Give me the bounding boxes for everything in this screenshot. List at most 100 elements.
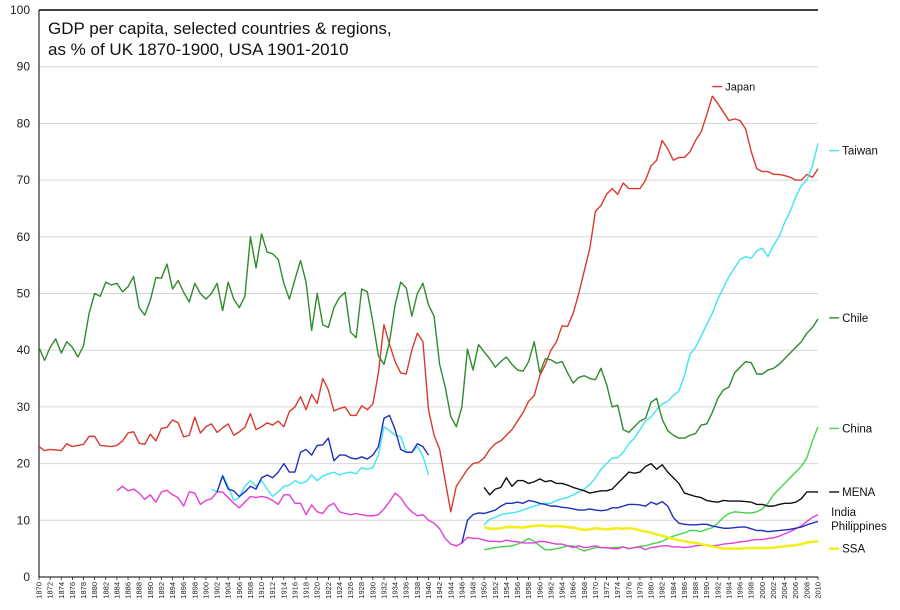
chile-line — [38, 233, 819, 439]
taiwan-label: Taiwan — [842, 146, 878, 158]
taiwan-line-segment-1 — [211, 426, 430, 502]
x-tick-label-1948: 1948 — [469, 582, 478, 599]
x-tick-label-1872: 1872 — [46, 582, 55, 599]
taiwan-line-segment-2 — [483, 143, 819, 526]
x-tick-label-2004: 2004 — [780, 582, 789, 599]
x-tick-label-1890: 1890 — [146, 582, 155, 599]
x-tick-label-2002: 2002 — [769, 582, 778, 599]
mena-label: MENA — [842, 487, 876, 499]
x-tick-label-1940: 1940 — [424, 582, 433, 599]
x-tick-label-1870: 1870 — [35, 582, 44, 599]
india-line — [116, 485, 819, 551]
x-tick-label-1958: 1958 — [524, 582, 533, 599]
x-tick-label-1960: 1960 — [535, 582, 544, 599]
x-tick-label-1926: 1926 — [346, 582, 355, 599]
x-tick-label-1892: 1892 — [157, 582, 166, 599]
mena-line — [483, 462, 818, 507]
x-tick-label-1944: 1944 — [446, 582, 455, 599]
ssa-label: SSA — [842, 544, 865, 556]
x-tick-label-1932: 1932 — [379, 582, 388, 599]
x-tick-label-1904: 1904 — [224, 582, 233, 599]
x-tick-label-1900: 1900 — [201, 582, 210, 599]
china-line — [484, 426, 819, 552]
x-tick-label-1894: 1894 — [168, 582, 177, 599]
x-tick-label-1888: 1888 — [135, 582, 144, 599]
x-tick-label-1934: 1934 — [391, 582, 400, 599]
x-tick-label-1906: 1906 — [235, 582, 244, 599]
ssa-line — [483, 524, 819, 550]
x-tick-label-1990: 1990 — [702, 582, 711, 599]
x-tick-label-1936: 1936 — [402, 582, 411, 599]
x-tick-label-1922: 1922 — [324, 582, 333, 599]
chile-label: Chile — [842, 313, 868, 325]
x-tick-label-2010: 2010 — [814, 582, 823, 599]
x-tick-label-1924: 1924 — [335, 582, 344, 599]
x-tick-label-1876: 1876 — [68, 582, 77, 599]
x-tick-label-1954: 1954 — [502, 582, 511, 599]
x-tick-label-1896: 1896 — [179, 582, 188, 599]
y-tick-label-70: 70 — [17, 173, 31, 187]
x-tick-label-1946: 1946 — [457, 582, 466, 599]
x-tick-label-1980: 1980 — [647, 582, 656, 599]
x-tick-label-1956: 1956 — [513, 582, 522, 599]
x-tick-label-1978: 1978 — [635, 582, 644, 599]
x-tick-label-2008: 2008 — [802, 582, 811, 599]
x-tick-label-2000: 2000 — [758, 582, 767, 599]
y-tick-label-50: 50 — [17, 287, 31, 301]
x-tick-label-1974: 1974 — [613, 582, 622, 599]
y-tick-label-100: 100 — [10, 3, 30, 17]
gridlines — [39, 9, 818, 578]
x-tick-label-1930: 1930 — [368, 582, 377, 599]
japan-label: Japan — [725, 82, 755, 94]
y-tick-label-10: 10 — [17, 513, 31, 527]
x-tick-label-1918: 1918 — [302, 582, 311, 599]
philippines-line-segment-1 — [216, 414, 430, 498]
philippines-label: Philippines — [831, 521, 887, 533]
x-tick-label-1910: 1910 — [257, 582, 266, 599]
x-tick-label-1998: 1998 — [747, 582, 756, 599]
philippines-line-segment-2 — [461, 499, 819, 544]
x-tick-label-1994: 1994 — [724, 582, 733, 599]
india-label: India — [831, 507, 857, 519]
x-tick-label-1962: 1962 — [546, 582, 555, 599]
x-tick-label-1988: 1988 — [691, 582, 700, 599]
x-tick-label-2006: 2006 — [791, 582, 800, 599]
x-tick-label-1912: 1912 — [268, 582, 277, 599]
chart-title-line-1: GDP per capita, selected countries & reg… — [48, 19, 392, 38]
y-tick-label-30: 30 — [17, 400, 31, 414]
x-tick-label-1884: 1884 — [112, 582, 121, 599]
x-tick-label-1964: 1964 — [558, 582, 567, 599]
japan-line — [38, 95, 819, 513]
x-tick-label-1986: 1986 — [680, 582, 689, 599]
x-tick-label-1920: 1920 — [313, 582, 322, 599]
x-tick-label-1996: 1996 — [736, 582, 745, 599]
x-tick-label-1880: 1880 — [90, 582, 99, 599]
x-tick-label-1984: 1984 — [669, 582, 678, 599]
y-tick-label-0: 0 — [23, 570, 30, 584]
x-tick-label-1914: 1914 — [279, 582, 288, 599]
y-tick-label-60: 60 — [17, 230, 31, 244]
china-label: China — [842, 423, 873, 435]
x-tick-label-1898: 1898 — [190, 582, 199, 599]
x-tick-label-1882: 1882 — [101, 582, 110, 599]
y-tick-label-40: 40 — [17, 343, 31, 357]
y-tick-label-90: 90 — [17, 60, 31, 74]
x-tick-label-1968: 1968 — [580, 582, 589, 599]
x-tick-label-1916: 1916 — [290, 582, 299, 599]
x-tick-label-1878: 1878 — [79, 582, 88, 599]
series-lines — [38, 95, 819, 552]
x-tick-label-1938: 1938 — [413, 582, 422, 599]
x-tick-label-1908: 1908 — [246, 582, 255, 599]
y-tick-label-20: 20 — [17, 457, 31, 471]
x-tick-label-1970: 1970 — [591, 582, 600, 599]
x-tick-label-1972: 1972 — [602, 582, 611, 599]
x-tick-label-1976: 1976 — [624, 582, 633, 599]
x-tick-label-1966: 1966 — [569, 582, 578, 599]
x-tick-label-1952: 1952 — [491, 582, 500, 599]
x-tick-label-1992: 1992 — [713, 582, 722, 599]
x-tick-label-1902: 1902 — [213, 582, 222, 599]
y-tick-label-80: 80 — [17, 116, 31, 130]
